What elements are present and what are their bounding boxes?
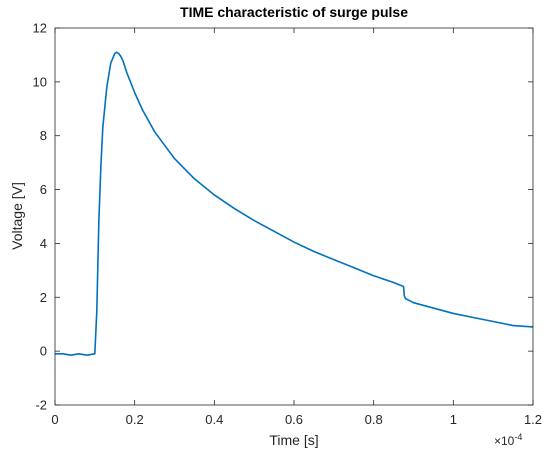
x-axis-label: Time [s]: [269, 432, 318, 448]
y-tick-label: 2: [40, 290, 47, 305]
x-tick-label: 1: [450, 412, 457, 427]
x-tick-label: 0.8: [365, 412, 383, 427]
plot-frame: [54, 27, 534, 406]
x-tick-label: 0.2: [126, 412, 144, 427]
y-tick-label: 4: [40, 236, 47, 251]
y-tick-label: 10: [33, 74, 47, 89]
y-axis-label: Voltage [V]: [9, 182, 25, 250]
y-tick-label: -2: [35, 398, 47, 413]
x-axis-multiplier-base: ×10: [494, 434, 515, 448]
x-axis-multiplier: ×10-4: [494, 432, 522, 448]
y-tick-label: 0: [40, 344, 47, 359]
x-axis-multiplier-exponent: -4: [514, 432, 522, 442]
x-tick-label: 1.2: [524, 412, 542, 427]
x-tick-label: 0.4: [205, 412, 223, 427]
x-tick-label: 0.6: [285, 412, 303, 427]
series-line-voltage: [55, 51, 534, 356]
y-tick-label: 12: [33, 21, 47, 36]
y-axis-ticks: -2 0 2 4 6 8 10 12: [33, 21, 533, 413]
chart-title: TIME characteristic of surge pulse: [180, 4, 408, 20]
y-tick-label: 6: [40, 182, 47, 197]
x-tick-label: 0: [51, 412, 58, 427]
plot-area: [55, 28, 533, 405]
y-tick-label: 8: [40, 128, 47, 143]
